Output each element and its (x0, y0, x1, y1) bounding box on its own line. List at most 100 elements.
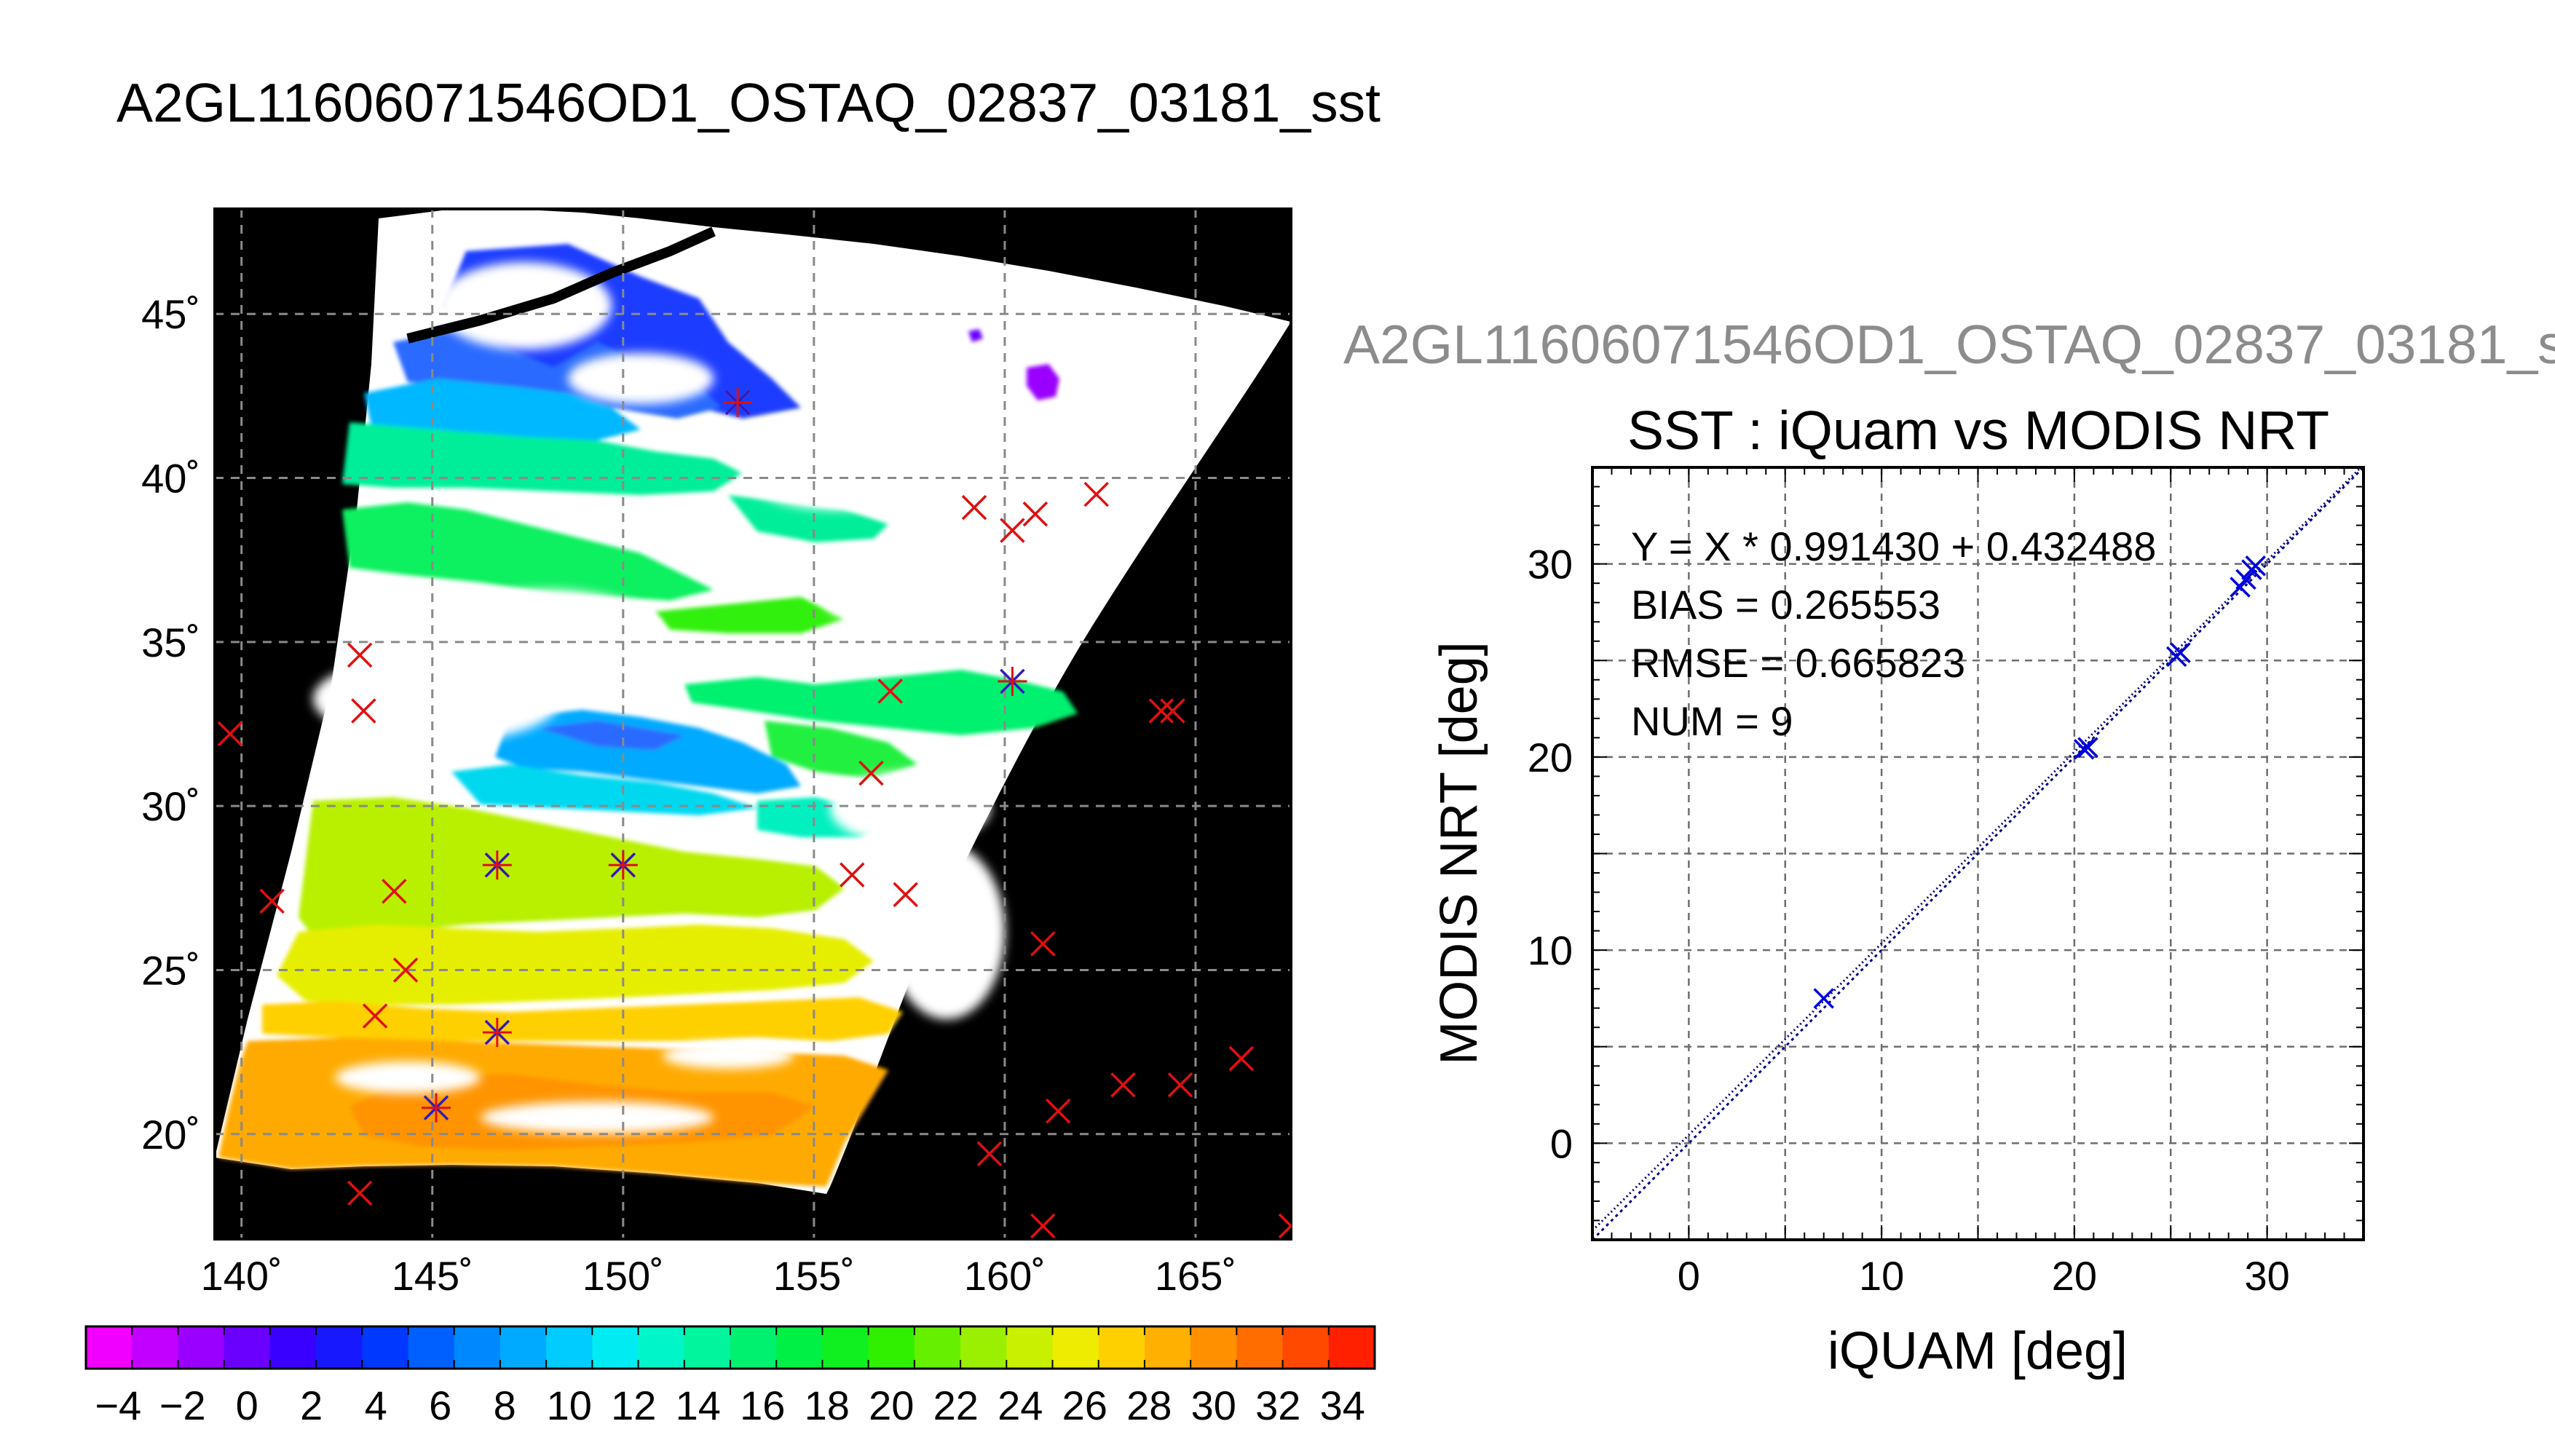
bias-value: BIAS = 0.265553 (1631, 582, 1940, 628)
lat-tick-label: 30˚ (141, 783, 200, 829)
scatter-chart-title: SST : iQuam vs MODIS NRT (1627, 400, 2330, 461)
matched-marker (608, 850, 638, 880)
sst-map: 140˚ 145˚ 150˚ 155˚ 160˚ 165˚ 20˚ 25˚ 30˚ 35˚ 40˚… (141, 207, 1292, 1299)
colorbar-tick-label: 22 (933, 1382, 979, 1428)
scatter-point (2077, 737, 2098, 758)
colorbar-swatch (1098, 1326, 1145, 1369)
buoy-marker (217, 721, 243, 747)
lon-tick-label: 155˚ (773, 1253, 855, 1299)
scatter-grid (1592, 467, 2364, 1240)
buoy-marker (1278, 1213, 1291, 1239)
colorbar-tick-label: 12 (611, 1382, 656, 1428)
colorbar-swatch (730, 1326, 777, 1369)
scatter-plot: 0 10 20 30 0 10 20 30 iQUAM [deg] MODIS NRT [d… (1430, 466, 2365, 1380)
scatter-point (1813, 988, 1834, 1009)
y-tick-label: 30 (1528, 542, 1573, 587)
colorbar-swatch (408, 1326, 455, 1369)
colorbar-swatch (684, 1326, 731, 1369)
colorbar-swatch (592, 1326, 639, 1369)
colorbar-tick-label: 28 (1126, 1382, 1172, 1428)
x-tick-label: 0 (1678, 1253, 1700, 1299)
colorbar-swatch (1052, 1326, 1099, 1369)
buoy-marker (347, 1180, 373, 1206)
buoy-marker (1083, 481, 1109, 507)
x-tick-label: 30 (2244, 1253, 2289, 1299)
buoy-marker (976, 1141, 1003, 1167)
colorbar-swatch (316, 1326, 363, 1369)
buoy-marker (1228, 1045, 1255, 1072)
colorbar-swatch (546, 1326, 593, 1369)
buoy-marker (1000, 518, 1025, 543)
colorbar-swatch (1006, 1326, 1054, 1369)
colorbar-swatch (1236, 1326, 1284, 1369)
colorbar-swatch (454, 1326, 501, 1369)
buoy-marker (1030, 1213, 1056, 1239)
buoy-marker (1167, 1072, 1193, 1098)
buoy-marker (840, 862, 865, 888)
x-tick-label: 20 (2052, 1253, 2097, 1299)
coastline-streak (406, 226, 716, 344)
lon-tick-label: 165˚ (1155, 1253, 1236, 1299)
scatter-point (2170, 642, 2191, 663)
scatter-point (2073, 739, 2095, 760)
lon-tick-label: 160˚ (964, 1253, 1046, 1299)
buoy-markers (217, 387, 1291, 1239)
matched-marker (482, 1018, 512, 1048)
scatter-frame (1591, 466, 2365, 1241)
colorbar-swatch (362, 1326, 409, 1369)
colorbar-tick-label: −4 (95, 1382, 141, 1428)
colorbar-tick-label: 2 (300, 1382, 323, 1428)
buoy-marker (347, 642, 373, 668)
colorbar-tick-label: 4 (365, 1382, 387, 1428)
colorbar-swatch (178, 1326, 225, 1369)
fit-equation: Y = X * 0.991430 + 0.432488 (1631, 523, 2156, 569)
longitude-tick-labels: 140˚ 145˚ 150˚ 155˚ 160˚ 165˚ (201, 1253, 1236, 1299)
colorbar-tick-label: 26 (1062, 1382, 1107, 1428)
buoy-marker (362, 1003, 388, 1029)
colorbar-swatch (132, 1326, 179, 1369)
colorbar-swatch (269, 1326, 317, 1369)
map-frame (213, 207, 1292, 1241)
colorbar-swatch (868, 1326, 915, 1369)
buoy-marker (1110, 1072, 1136, 1098)
colorbar-tick-label: 8 (494, 1382, 516, 1428)
x-tick-labels: 0 10 20 30 (1678, 1253, 2290, 1299)
colorbar-swatch (960, 1326, 1007, 1369)
buoy-marker (1022, 501, 1049, 527)
colorbar-swatch (1190, 1326, 1237, 1369)
matched-marker (421, 1093, 451, 1123)
buoy-marker (382, 879, 407, 904)
scatter-file-title: A2GL11606071546OD1_OSTAQ_02837_03181_s (1343, 314, 2555, 375)
identity-line (1592, 467, 2364, 1240)
buoy-marker (351, 698, 376, 724)
colorbar-swatch (224, 1326, 271, 1369)
y-axis-label: MODIS NRT [deg] (1430, 641, 1488, 1065)
colorbar-tick-label: 0 (236, 1382, 258, 1428)
x-tick-label: 10 (1859, 1253, 1904, 1299)
colorbar-tick-label: 16 (740, 1382, 785, 1428)
buoy-marker (1160, 698, 1185, 724)
colorbar-tick-label: 30 (1191, 1382, 1236, 1428)
colorbar-tick-label: 32 (1255, 1382, 1300, 1428)
scatter-point (2235, 569, 2256, 590)
colorbar-tick-label: 6 (429, 1382, 451, 1428)
colorbar-tick-label: −2 (159, 1382, 206, 1428)
buoy-marker (961, 494, 987, 521)
colorbar-tick-label: 14 (676, 1382, 721, 1428)
buoy-marker (392, 957, 419, 983)
colorbar-tick-label: 10 (547, 1382, 592, 1428)
colorbar-tick-label: 18 (805, 1382, 850, 1428)
y-tick-label: 0 (1550, 1120, 1573, 1166)
y-tick-label: 10 (1528, 927, 1573, 973)
matched-marker (998, 666, 1027, 696)
colorbar-tick-label: 34 (1320, 1382, 1365, 1428)
colorbar-swatch (776, 1326, 824, 1369)
lat-tick-label: 45˚ (141, 291, 200, 337)
scatter-point (2245, 555, 2266, 577)
sst-colorbar: −4 −2 0 2 4 6 8 10 12 14 16 18 20 22 24 26 28 30 32 34 (84, 1325, 1376, 1428)
colorbar-swatch (1282, 1326, 1330, 1369)
buoy-marker (858, 760, 884, 786)
lon-tick-label: 145˚ (392, 1253, 473, 1299)
lat-tick-label: 35˚ (141, 620, 200, 665)
